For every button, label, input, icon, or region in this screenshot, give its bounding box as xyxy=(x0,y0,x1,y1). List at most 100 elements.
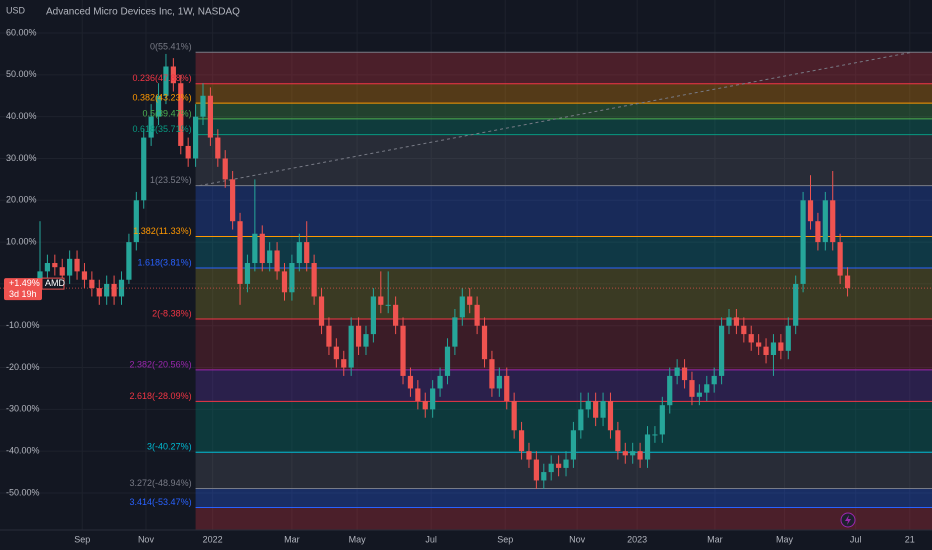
countdown-label: 3d 19h xyxy=(9,289,37,299)
candle-body xyxy=(333,346,339,360)
fib-band xyxy=(195,118,932,135)
fib-level-label: 3.272(-48.94%) xyxy=(130,478,192,488)
candle-body xyxy=(644,434,651,460)
candle-body xyxy=(378,296,384,305)
candle-body xyxy=(200,95,206,117)
symbol-label: AMD xyxy=(45,278,66,288)
candle-body xyxy=(748,334,754,343)
candle-body xyxy=(222,158,228,180)
candle-body xyxy=(844,275,851,289)
candle-body xyxy=(689,380,695,397)
candle-body xyxy=(341,359,347,368)
candle-body xyxy=(185,145,191,159)
y-tick-label: 10.00% xyxy=(6,236,37,246)
fib-level-label: 2(-8.38%) xyxy=(152,308,192,318)
candle-body xyxy=(696,392,702,397)
x-tick-label: May xyxy=(349,534,367,544)
x-tick-label: 2023 xyxy=(627,534,647,544)
candle-body xyxy=(363,334,369,347)
candle-body xyxy=(452,317,458,347)
x-tick-label: Nov xyxy=(569,534,586,544)
candle-body xyxy=(467,296,473,305)
candle-body xyxy=(163,66,169,96)
fib-band xyxy=(195,401,932,453)
candle-body xyxy=(178,83,184,146)
candle-body xyxy=(837,242,843,276)
candle-body xyxy=(556,463,562,468)
fib-level-label: 0.236(47.88%) xyxy=(133,73,192,83)
candle-body xyxy=(807,200,814,222)
y-tick-label: 30.00% xyxy=(6,153,37,163)
candle-body xyxy=(244,263,251,284)
candle-body xyxy=(274,250,280,272)
chart-title: Advanced Micro Devices Inc, 1W, NASDAQ xyxy=(46,7,240,18)
y-tick-label: -50.00% xyxy=(6,487,40,497)
candle-body xyxy=(407,375,414,389)
candle-body xyxy=(155,95,162,117)
candle-body xyxy=(548,463,554,473)
y-tick-label: -30.00% xyxy=(6,404,40,414)
candle-body xyxy=(370,296,376,335)
candle-body xyxy=(541,472,547,481)
candle-body xyxy=(652,434,658,436)
candle-body xyxy=(259,233,265,264)
candle-body xyxy=(630,451,636,456)
x-tick-label: Sep xyxy=(497,534,513,544)
candle-body xyxy=(96,288,102,297)
candle-body xyxy=(622,451,628,456)
fib-level-label: 1.618(3.81%) xyxy=(138,257,192,267)
fib-band xyxy=(195,52,932,84)
candle-body xyxy=(133,200,139,243)
fib-level-label: 0(55.41%) xyxy=(150,42,192,52)
candle-body xyxy=(496,375,502,389)
fib-level-label: 1(23.52%) xyxy=(150,175,192,185)
y-tick-label: 20.00% xyxy=(6,195,37,205)
symbol-tag xyxy=(41,277,65,290)
change-label: +1.49% xyxy=(9,278,40,288)
candle-body xyxy=(207,95,214,138)
candle-body xyxy=(81,271,88,280)
fib-band xyxy=(195,134,932,186)
candle-body xyxy=(578,409,584,431)
x-tick-label: 2022 xyxy=(203,534,223,544)
fib-band xyxy=(195,452,932,489)
replay-icon[interactable] xyxy=(840,512,856,528)
candle-body xyxy=(126,242,132,280)
icon-bolt[interactable] xyxy=(845,515,851,525)
fib xyxy=(195,51,932,530)
y-tick-label: -40.00% xyxy=(6,446,40,456)
candle-body xyxy=(511,401,517,431)
candle-body xyxy=(348,325,354,368)
fib-band xyxy=(195,83,932,104)
candle-body xyxy=(237,221,243,284)
candle-body xyxy=(756,342,762,347)
candle-body xyxy=(504,375,510,402)
candle-body xyxy=(718,325,725,376)
candle-body xyxy=(289,263,295,293)
candle-body xyxy=(489,359,495,389)
candle-body xyxy=(593,401,599,418)
x-tick-label: Jul xyxy=(850,534,862,544)
labels: 60.00%50.00%40.00%30.00%20.00%10.00%0.00… xyxy=(4,27,915,544)
candle-body xyxy=(355,325,362,347)
candle-body xyxy=(637,451,643,460)
candle-body xyxy=(481,325,488,360)
candle-body xyxy=(230,179,236,222)
y-tick-label: 40.00% xyxy=(6,111,37,121)
x-tick-label: Jul xyxy=(425,534,437,544)
candle-body xyxy=(770,342,777,356)
candle-body xyxy=(815,221,821,243)
candle-body xyxy=(400,325,406,376)
candle-body xyxy=(111,283,117,297)
fib-band xyxy=(195,236,932,268)
fib-level-label: 1.382(11.33%) xyxy=(133,226,191,236)
x-tick-label: Sep xyxy=(74,534,90,544)
candle-body xyxy=(311,263,317,297)
candle-body xyxy=(252,233,258,264)
candle-body xyxy=(104,283,110,297)
candle-body xyxy=(778,342,784,351)
fib-level-label: 0.618(35.71%) xyxy=(133,124,192,134)
candle-body xyxy=(281,271,288,293)
y-tick-label: -10.00% xyxy=(6,320,40,330)
